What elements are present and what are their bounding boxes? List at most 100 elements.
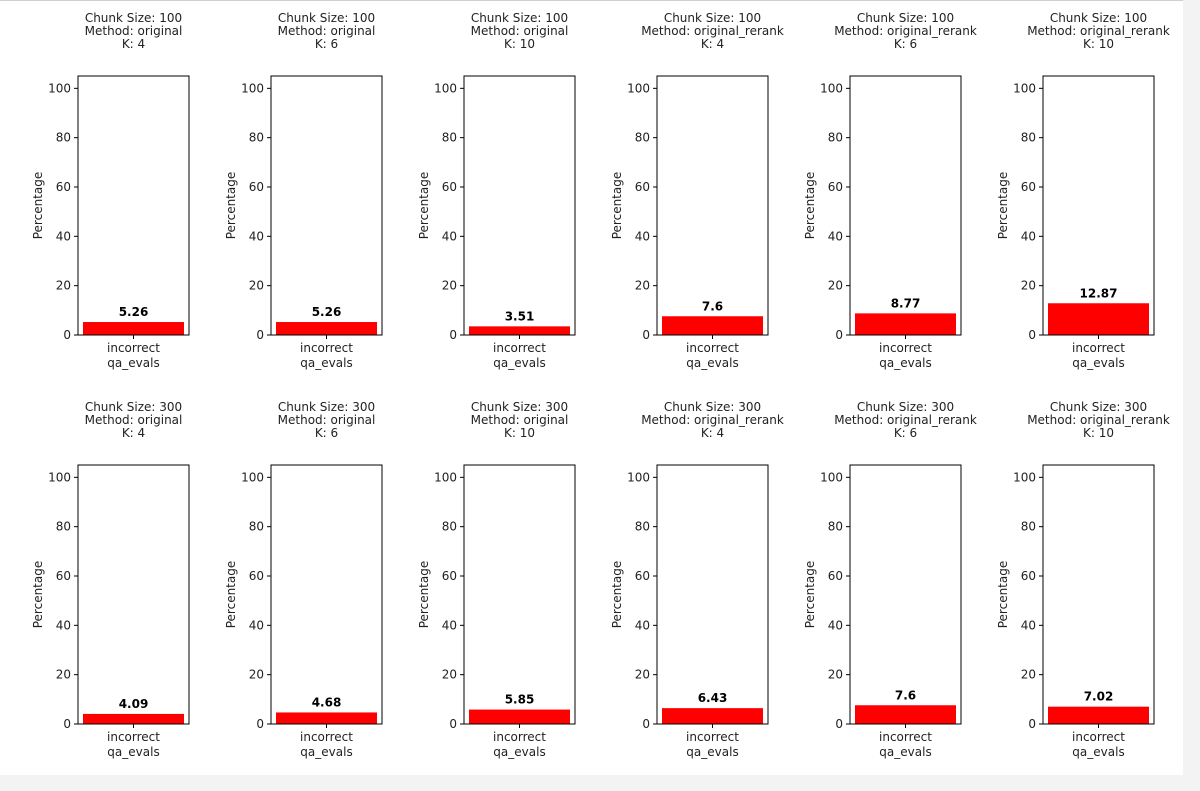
subplot-title-line: Chunk Size: 100: [278, 11, 375, 25]
x-axis-label: qa_evals: [300, 356, 352, 370]
x-tick-label: incorrect: [493, 730, 546, 744]
bar-incorrect: [1048, 706, 1149, 724]
plot-frame: [77, 464, 190, 725]
y-axis-label: Percentage: [417, 561, 431, 629]
x-tick-label: incorrect: [300, 730, 353, 744]
subplot-title-line: Method: original: [471, 413, 569, 427]
x-tick-label: incorrect: [300, 341, 353, 355]
x-tick-label: incorrect: [107, 730, 160, 744]
y-tick-label: 80: [828, 131, 843, 145]
bottom-margin: [0, 775, 1200, 791]
y-axis-label: Percentage: [31, 172, 45, 240]
x-tick-label: incorrect: [879, 730, 932, 744]
x-tick-label: incorrect: [879, 341, 932, 355]
y-tick-label: 40: [1021, 618, 1036, 632]
y-tick-label: 0: [449, 717, 457, 731]
subplot-title-line: K: 4: [701, 37, 724, 51]
bar-incorrect: [855, 313, 956, 335]
y-tick-label: 0: [835, 328, 843, 342]
y-tick-label: 100: [48, 470, 71, 484]
y-tick-label: 40: [249, 618, 264, 632]
y-tick-label: 60: [249, 180, 264, 194]
y-tick-label: 40: [56, 229, 71, 243]
y-axis-label: Percentage: [31, 561, 45, 629]
y-axis-label: Percentage: [224, 172, 238, 240]
y-axis-label: Percentage: [610, 172, 624, 240]
y-tick-label: 100: [627, 470, 650, 484]
x-axis-label: qa_evals: [107, 745, 159, 759]
y-tick-label: 40: [635, 229, 650, 243]
bar-value-label: 4.09: [119, 697, 149, 711]
y-tick-label: 100: [48, 81, 71, 95]
bar-value-label: 7.6: [895, 688, 916, 702]
y-tick-label: 100: [627, 81, 650, 95]
x-tick-label: incorrect: [493, 341, 546, 355]
plot-frame: [270, 464, 383, 725]
subplot-title-line: K: 4: [701, 426, 724, 440]
bar-value-label: 5.85: [505, 693, 535, 707]
x-tick-label: incorrect: [686, 341, 739, 355]
bar-value-label: 5.26: [312, 305, 342, 319]
bar-incorrect: [662, 708, 763, 724]
subplot-title-line: Chunk Size: 100: [1050, 11, 1147, 25]
y-tick-label: 20: [56, 668, 71, 682]
subplot-title-line: Method: original: [85, 413, 183, 427]
x-tick-label: incorrect: [1072, 341, 1125, 355]
subplot-title-line: K: 6: [894, 426, 917, 440]
y-tick-label: 60: [56, 180, 71, 194]
y-tick-label: 60: [635, 569, 650, 583]
y-tick-label: 0: [1028, 328, 1036, 342]
y-axis-label: Percentage: [803, 561, 817, 629]
subplot-title-line: Chunk Size: 100: [471, 11, 568, 25]
y-tick-label: 20: [1021, 279, 1036, 293]
y-tick-label: 0: [835, 717, 843, 731]
plot-frame: [849, 464, 962, 725]
y-tick-label: 100: [820, 470, 843, 484]
y-tick-label: 0: [449, 328, 457, 342]
y-tick-label: 80: [635, 131, 650, 145]
y-tick-label: 60: [56, 569, 71, 583]
y-tick-label: 40: [635, 618, 650, 632]
y-tick-label: 0: [63, 717, 71, 731]
plot-frame: [463, 464, 576, 725]
bar-incorrect: [83, 322, 184, 335]
subplot-title-line: K: 10: [504, 426, 535, 440]
y-tick-label: 40: [442, 229, 457, 243]
subplot-title-line: Chunk Size: 300: [1050, 400, 1147, 414]
y-tick-label: 60: [1021, 180, 1036, 194]
y-tick-label: 100: [1013, 81, 1036, 95]
subplot-title-line: Chunk Size: 300: [278, 400, 375, 414]
y-axis-label: Percentage: [803, 172, 817, 240]
subplot-title-line: Method: original_rerank: [641, 413, 784, 427]
subplot-title-line: Chunk Size: 100: [664, 11, 761, 25]
y-tick-label: 40: [56, 618, 71, 632]
bar-value-label: 8.77: [891, 296, 921, 310]
y-tick-label: 100: [241, 470, 264, 484]
y-tick-label: 80: [442, 520, 457, 534]
subplot-title-line: K: 6: [315, 426, 338, 440]
right-margin: [1183, 0, 1200, 791]
bar-value-label: 7.6: [702, 299, 723, 313]
y-tick-label: 20: [635, 668, 650, 682]
x-axis-label: qa_evals: [879, 356, 931, 370]
y-tick-label: 40: [249, 229, 264, 243]
x-axis-label: qa_evals: [686, 356, 738, 370]
y-tick-label: 0: [642, 328, 650, 342]
y-axis-label: Percentage: [996, 172, 1010, 240]
x-tick-label: incorrect: [686, 730, 739, 744]
y-tick-label: 60: [442, 569, 457, 583]
y-tick-label: 20: [56, 279, 71, 293]
y-axis-label: Percentage: [610, 561, 624, 629]
x-axis-label: qa_evals: [1072, 356, 1124, 370]
bar-value-label: 6.43: [698, 691, 728, 705]
subplot-title-line: Method: original: [471, 24, 569, 38]
x-tick-label: incorrect: [107, 341, 160, 355]
plot-frame: [656, 464, 769, 725]
x-axis-label: qa_evals: [879, 745, 931, 759]
